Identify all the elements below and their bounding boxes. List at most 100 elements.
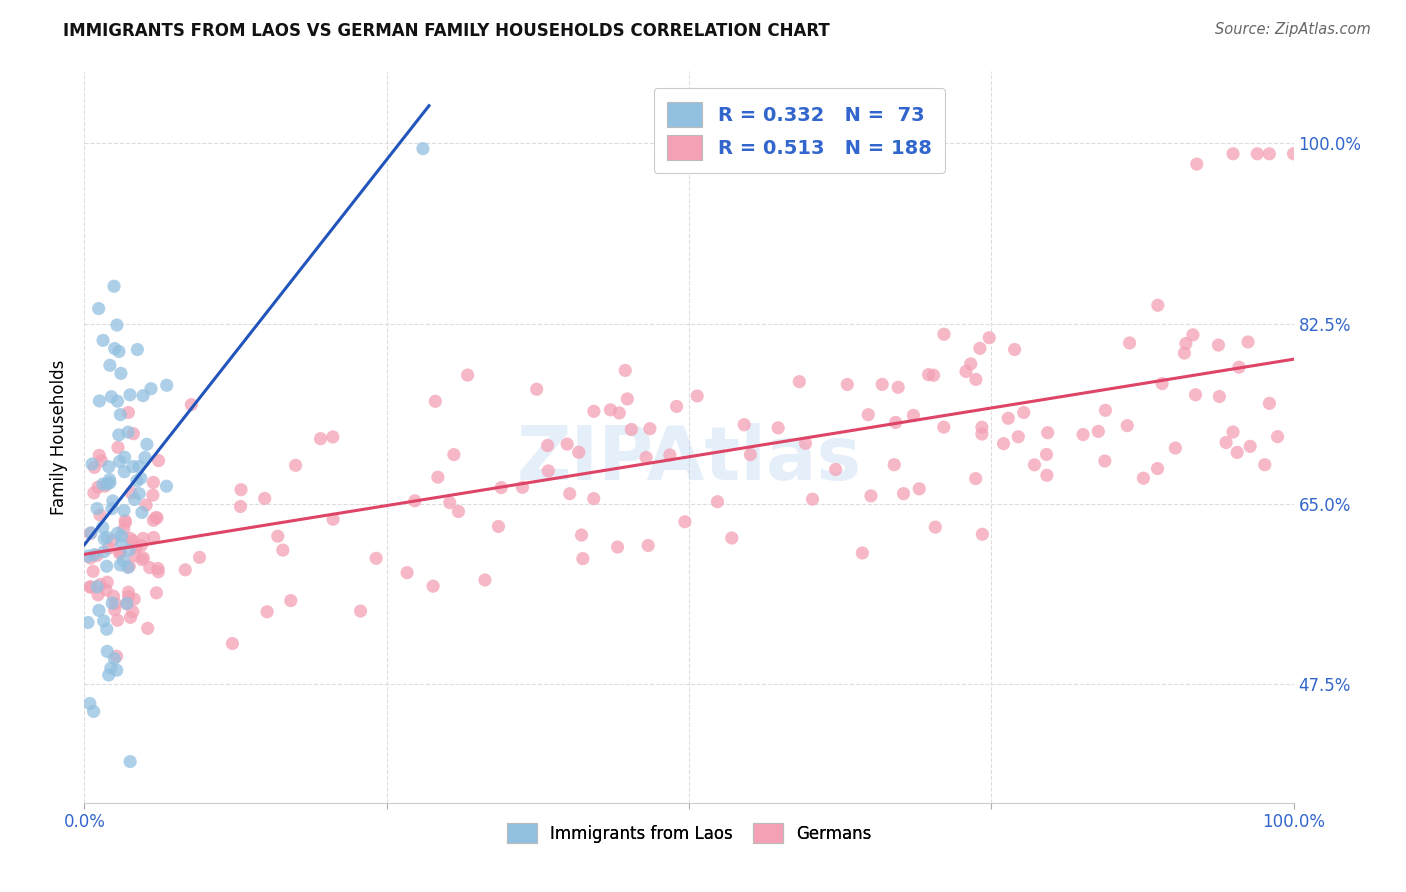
Point [1258,396,1281,410]
Point [1237,334,1260,349]
Point [253,491,276,506]
Point [1227,360,1250,375]
Point [83,486,105,500]
Point [131,552,153,566]
Point [582,404,605,418]
Point [174,563,197,577]
Point [82,564,104,578]
Point [1184,388,1206,402]
Point [132,532,155,546]
Point [1222,146,1244,161]
Point [120,486,142,500]
Point [824,462,846,476]
Point [104,342,127,356]
Point [97,459,120,474]
Point [142,531,165,545]
Point [851,546,873,560]
Point [96,575,118,590]
Point [148,453,170,467]
Point [965,372,987,386]
Point [91,477,114,491]
Point [1035,447,1057,461]
Point [1164,441,1187,455]
Point [87,603,110,617]
Point [1036,468,1059,483]
Point [103,651,125,665]
Point [366,551,388,566]
Point [439,495,461,509]
Point [922,368,945,383]
Point [118,543,141,558]
Point [794,436,817,450]
Point [96,644,118,658]
Point [486,519,509,533]
Point [107,441,129,455]
Point [972,527,994,541]
Point [83,460,105,475]
Point [256,605,278,619]
Point [122,459,145,474]
Point [135,437,157,451]
Point [766,421,789,435]
Point [89,449,111,463]
Point [322,512,344,526]
Point [180,398,202,412]
Point [1239,439,1261,453]
Point [1215,435,1237,450]
Point [1173,346,1195,360]
Point [117,425,139,439]
Point [104,597,127,611]
Point [86,580,108,594]
Point [426,470,449,484]
Point [83,548,105,562]
Point [115,597,138,611]
Point [79,580,101,594]
Point [309,432,332,446]
Point [858,408,880,422]
Point [145,586,167,600]
Y-axis label: Family Households: Family Households [51,359,69,515]
Point [893,486,915,500]
Point [128,486,150,500]
Point [139,382,162,396]
Point [120,755,142,769]
Text: Source: ZipAtlas.com: Source: ZipAtlas.com [1215,22,1371,37]
Point [107,526,129,541]
Point [108,344,131,359]
Point [221,636,243,650]
Point [1267,430,1289,444]
Point [932,420,955,434]
Point [1007,430,1029,444]
Point [110,558,132,572]
Point [396,566,419,580]
Point [997,411,1019,425]
Point [127,343,149,357]
Point [125,474,148,488]
Point [100,390,122,404]
Point [457,368,479,382]
Point [155,479,177,493]
Point [322,430,344,444]
Point [96,559,118,574]
Point [404,493,426,508]
Point [96,622,118,636]
Point [105,649,128,664]
Point [1094,454,1116,468]
Point [1282,146,1305,161]
Point [79,580,101,594]
Point [87,480,110,494]
Point [908,482,931,496]
Point [118,559,141,574]
Point [571,528,593,542]
Point [267,529,290,543]
Point [932,327,955,342]
Point [1226,445,1249,459]
Point [134,450,156,465]
Point [117,590,139,604]
Point [229,500,252,514]
Point [93,614,115,628]
Point [474,573,496,587]
Point [924,520,946,534]
Text: ZIPAtlas: ZIPAtlas [516,423,862,496]
Point [79,551,101,566]
